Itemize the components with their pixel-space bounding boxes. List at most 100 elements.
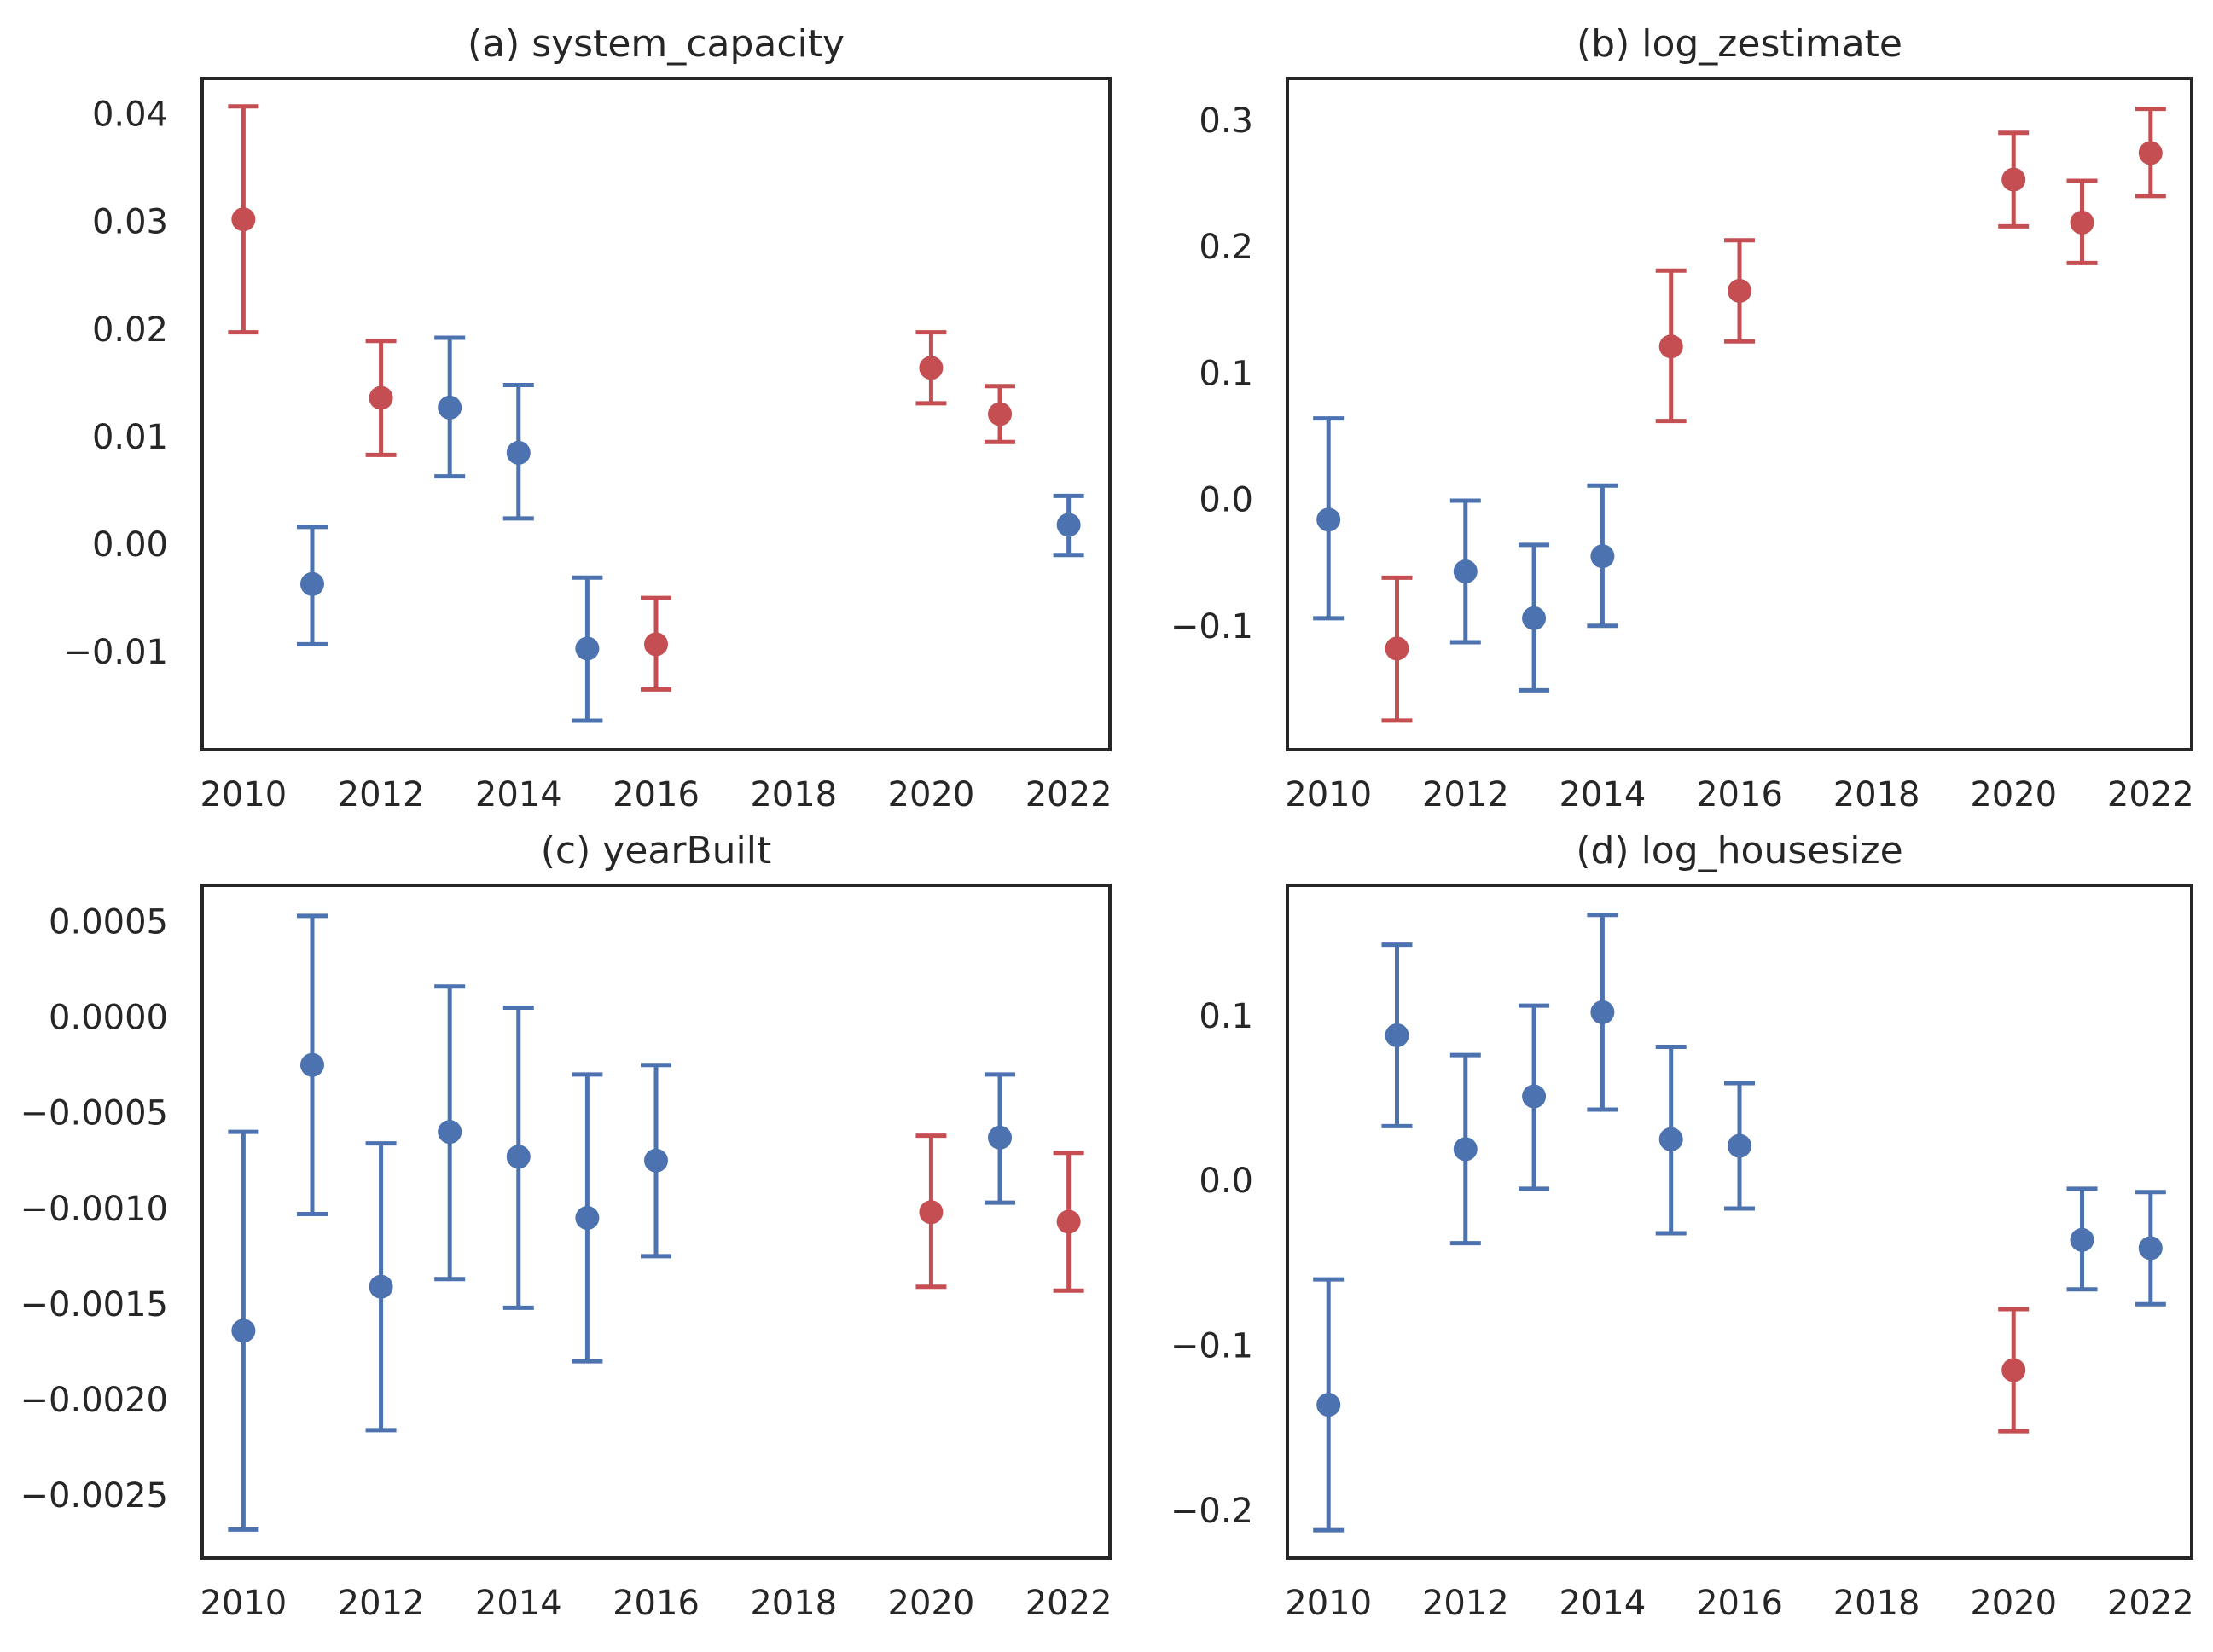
plot-frame: [200, 884, 1112, 1560]
estimate-point: [438, 1120, 462, 1145]
estimate-point: [575, 636, 600, 661]
y-tick-label: −0.0015: [20, 1285, 168, 1324]
x-tick-label: 2016: [1696, 775, 1783, 814]
estimate-point: [2001, 167, 2026, 192]
error-bar-point: [434, 335, 466, 479]
x-tick-label: 2020: [1970, 1584, 2057, 1623]
x-tick-label: 2020: [1970, 775, 2057, 814]
x-tick-label: 2014: [475, 1584, 562, 1623]
x-tick-label: 2012: [1422, 1584, 1509, 1623]
x-tick-label: 2018: [750, 1584, 837, 1623]
estimate-point: [438, 395, 462, 420]
error-bar-point: [1519, 1003, 1550, 1191]
error-bar-point: [1381, 575, 1413, 723]
x-tick-label: 2010: [1285, 1584, 1372, 1623]
estimate-point: [988, 402, 1013, 426]
plot-frame: [1286, 884, 2193, 1560]
error-bar-point: [1053, 1151, 1084, 1293]
estimate-point: [1522, 606, 1547, 630]
y-tick-label: 0.0000: [49, 999, 168, 1038]
x-tick-label: 2016: [1696, 1584, 1783, 1623]
error-bar-point: [502, 382, 534, 521]
estimate-point: [369, 385, 393, 410]
estimate-point: [1590, 544, 1615, 569]
error-bar-point: [1724, 238, 1755, 344]
y-tick-label: −0.0025: [20, 1476, 168, 1516]
plot-frame: [200, 77, 1112, 751]
y-tick-label: 0.04: [92, 96, 168, 135]
y-tick-label: 0.0005: [49, 903, 168, 942]
y-tick-label: −0.1: [1170, 607, 1253, 646]
estimate-point: [1658, 1127, 1683, 1151]
plot-frame: [1286, 77, 2193, 751]
estimate-point: [919, 356, 944, 380]
error-bar-point: [1449, 498, 1481, 645]
x-tick-label: 2018: [1833, 1584, 1920, 1623]
x-tick-label: 2014: [1559, 775, 1646, 814]
panel-year-built: (c) yearBuilt 2010 2012 2014 2016 2018 2020 20…: [20, 829, 1112, 1623]
error-bar-point: [296, 913, 328, 1217]
estimate-point: [988, 1125, 1013, 1150]
y-tick-label: 0.0: [1199, 481, 1253, 520]
error-bar-point: [1381, 942, 1413, 1128]
y-tick-label: −0.1: [1170, 1327, 1253, 1366]
error-bar-point: [2135, 1190, 2166, 1307]
panel-title: (d) log_housesize: [1576, 829, 1902, 872]
x-tick-label: 2010: [200, 1584, 287, 1623]
x-tick-label: 2022: [1025, 775, 1112, 814]
x-tick-label: 2014: [475, 775, 562, 814]
error-bar-point: [502, 1005, 534, 1310]
estimate-point: [299, 1052, 324, 1077]
y-tick-label: 0.02: [92, 310, 168, 350]
y-tick-label: 0.0: [1199, 1162, 1253, 1201]
error-bar-point: [1724, 1081, 1755, 1211]
error-bar-point: [228, 1129, 259, 1532]
error-bar-point: [1998, 130, 2030, 229]
error-bar-point: [2135, 107, 2166, 199]
x-tick-label: 2012: [338, 775, 425, 814]
error-bar-point: [1313, 416, 1345, 621]
x-tick-label: 2020: [888, 1584, 975, 1623]
x-tick-label: 2016: [613, 775, 700, 814]
error-bar-point: [985, 1072, 1016, 1205]
x-tick-label: 2016: [613, 1584, 700, 1623]
error-bar-point: [296, 525, 328, 646]
error-bar-point: [434, 984, 466, 1282]
y-tick-label: 0.00: [92, 525, 168, 565]
estimate-point: [369, 1274, 393, 1299]
error-bar-point: [1998, 1307, 2030, 1434]
x-tick-label: 2022: [1025, 1584, 1112, 1623]
error-bar-point: [1313, 1277, 1345, 1533]
estimate-point: [506, 440, 531, 465]
error-bar-point: [365, 339, 397, 457]
x-tick-label: 2018: [1833, 775, 1920, 814]
estimate-point: [1316, 507, 1341, 532]
error-bar-point: [572, 575, 603, 723]
estimate-point: [1385, 1023, 1409, 1047]
estimate-point: [2001, 1358, 2026, 1382]
error-bar-point: [641, 595, 671, 692]
estimate-point: [575, 1206, 600, 1231]
error-bar-point: [228, 104, 259, 335]
error-bar-point: [1655, 268, 1687, 424]
error-bar-point: [915, 1133, 947, 1290]
estimate-point: [919, 1200, 944, 1225]
estimate-point: [2070, 210, 2094, 235]
error-bar-point: [1519, 542, 1550, 693]
estimate-point: [231, 207, 256, 232]
estimate-point: [1453, 559, 1478, 584]
y-tick-label: 0.01: [92, 418, 168, 457]
y-tick-label: 0.2: [1199, 228, 1253, 267]
x-tick-label: 2020: [888, 775, 975, 814]
panel-log-housesize: (d) log_housesize 2010 2012 2014 2016 2018 20…: [1170, 829, 2194, 1623]
error-bar-point: [1053, 493, 1084, 558]
estimate-point: [1056, 1209, 1081, 1234]
estimate-point: [1728, 278, 1751, 303]
y-tick-label: −0.0010: [20, 1190, 168, 1229]
estimate-point: [644, 632, 668, 657]
estimate-point: [1728, 1133, 1751, 1158]
error-bar-point: [1587, 483, 1618, 629]
panel-title: (c) yearBuilt: [541, 829, 771, 872]
estimate-point: [644, 1148, 668, 1173]
